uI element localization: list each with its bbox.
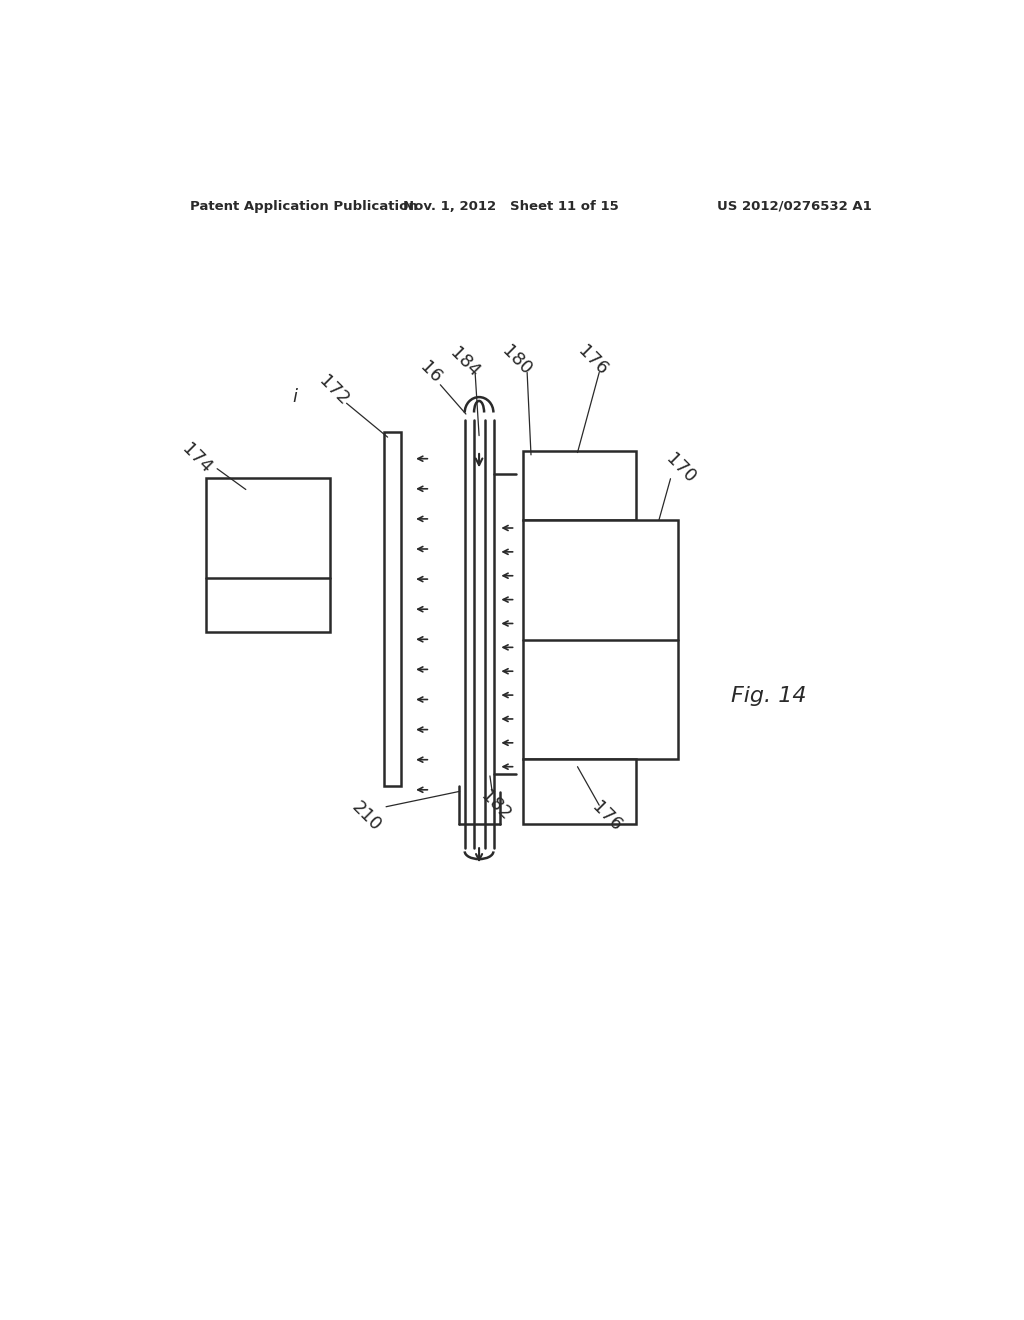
Bar xyxy=(523,759,636,825)
Bar xyxy=(523,451,636,520)
Bar xyxy=(206,478,330,632)
Text: 180: 180 xyxy=(499,342,536,379)
Text: 16: 16 xyxy=(416,358,444,387)
Text: 182: 182 xyxy=(477,787,515,824)
Text: Fig. 14: Fig. 14 xyxy=(731,686,807,706)
Text: 176: 176 xyxy=(588,799,625,836)
Text: 210: 210 xyxy=(348,799,385,836)
Text: 184: 184 xyxy=(446,345,483,381)
Text: 176: 176 xyxy=(574,342,611,379)
Text: Patent Application Publication: Patent Application Publication xyxy=(190,199,418,213)
Text: US 2012/0276532 A1: US 2012/0276532 A1 xyxy=(717,199,872,213)
Text: 174: 174 xyxy=(178,440,215,478)
Text: 170: 170 xyxy=(663,450,699,487)
Text: 172: 172 xyxy=(314,372,352,409)
Text: Nov. 1, 2012   Sheet 11 of 15: Nov. 1, 2012 Sheet 11 of 15 xyxy=(403,199,618,213)
Text: i: i xyxy=(292,388,297,407)
Bar xyxy=(523,520,678,759)
Bar xyxy=(384,432,400,785)
